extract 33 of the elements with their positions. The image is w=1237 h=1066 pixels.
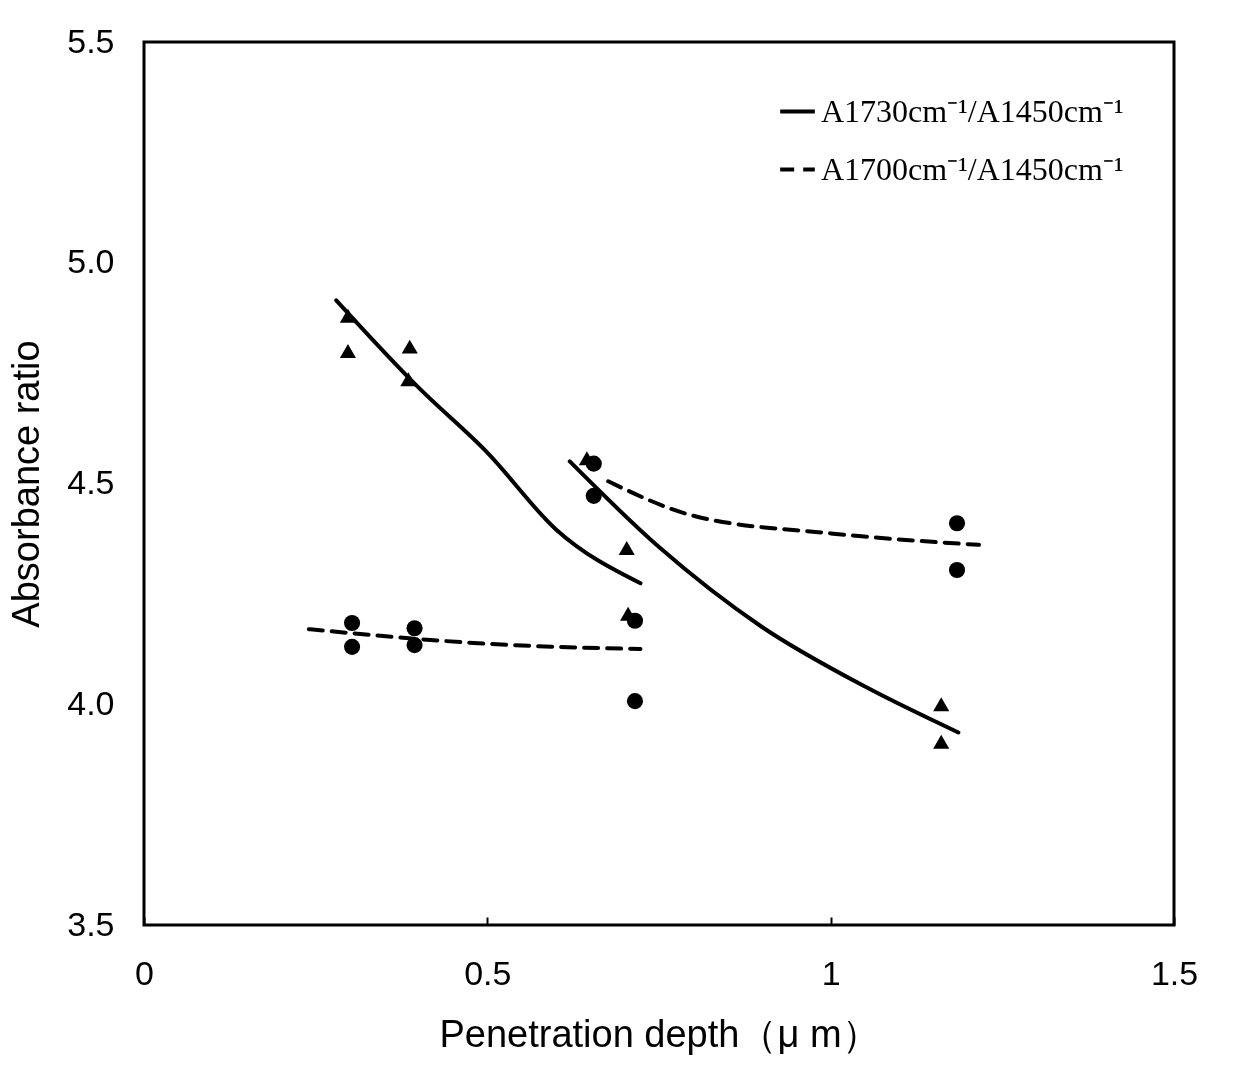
point xyxy=(401,339,418,354)
y-axis-title: Absorbance ratio xyxy=(5,340,48,628)
point xyxy=(406,637,423,654)
y-tick-label: 4.0 xyxy=(67,683,115,722)
x-tick-label: 1.5 xyxy=(1150,953,1199,992)
point xyxy=(948,515,966,532)
point xyxy=(339,308,356,323)
point xyxy=(339,344,356,359)
line-series xyxy=(567,459,961,735)
x-tick-label: 0 xyxy=(135,953,154,992)
point xyxy=(585,455,602,472)
point xyxy=(406,620,423,637)
legend-label: A1700cm⁻¹/A1450cm⁻¹ xyxy=(821,150,1124,187)
y-tick-label: 3.5 xyxy=(67,904,115,943)
x-axis-title: Penetration depth（μ m） xyxy=(439,1012,880,1055)
y-tick-label: 4.5 xyxy=(67,463,115,501)
point xyxy=(344,614,361,632)
point xyxy=(585,487,602,504)
point xyxy=(933,734,950,749)
legend-label: A1730cm⁻¹/A1450cm⁻¹ xyxy=(821,92,1124,129)
y-tick-label: 5.5 xyxy=(67,21,115,60)
point xyxy=(948,561,966,579)
x-tick-label: 0.5 xyxy=(464,953,512,992)
point xyxy=(626,612,644,629)
point xyxy=(400,372,417,387)
y-tick-label: 5.0 xyxy=(67,242,115,281)
line-series xyxy=(606,479,981,547)
point xyxy=(618,540,635,555)
point xyxy=(933,697,950,712)
point xyxy=(344,638,361,655)
point xyxy=(626,693,644,710)
line-series xyxy=(334,298,643,586)
x-tick-label: 1 xyxy=(821,953,841,992)
